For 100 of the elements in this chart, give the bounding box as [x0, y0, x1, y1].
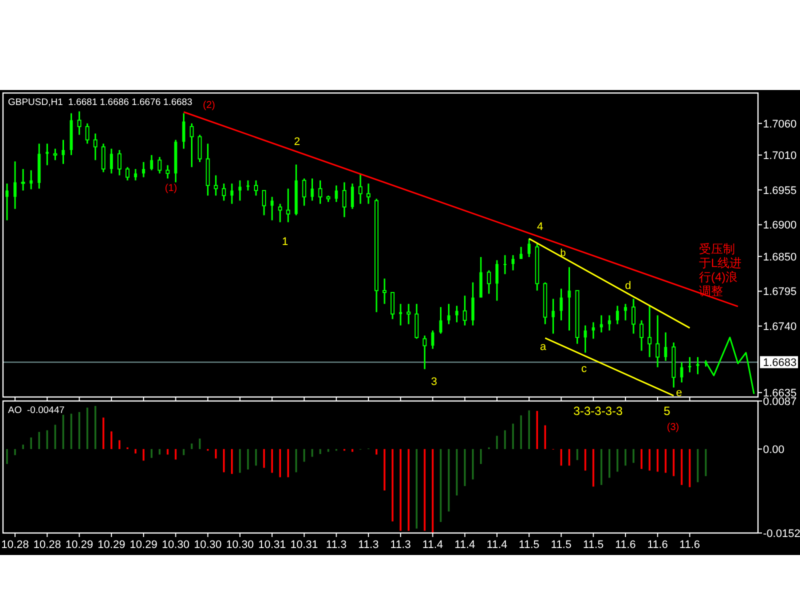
x-tick-label: 10.29 — [66, 539, 94, 551]
y-tick-label: 1.6955 — [763, 184, 797, 197]
candlestick — [46, 142, 49, 166]
x-tick-label: 11.5 — [518, 539, 540, 551]
candlestick — [455, 305, 458, 324]
x-tick-label: 10.31 — [258, 539, 286, 551]
annotation: b — [560, 248, 566, 259]
candlestick — [158, 156, 162, 174]
candlestick — [520, 246, 523, 260]
y-tick-label: 1.7010 — [763, 150, 797, 162]
candlestick — [93, 132, 98, 161]
candlestick — [270, 196, 274, 222]
candlestick — [21, 168, 26, 192]
candlestick — [342, 182, 346, 218]
candlestick — [262, 190, 266, 216]
candlestick — [150, 154, 154, 172]
annotation: 2 — [294, 136, 300, 148]
x-tick-label: 10.30 — [162, 539, 190, 551]
candlestick — [62, 139, 65, 165]
candlestick — [142, 161, 146, 178]
candlestick — [495, 259, 498, 302]
annotation: e — [676, 387, 682, 399]
candlestick — [656, 314, 660, 368]
candlestick — [238, 180, 242, 202]
x-tick-label: 10.28 — [33, 539, 61, 551]
x-tick-label: 10.29 — [130, 539, 158, 551]
candlestick — [422, 334, 427, 370]
candlestick — [6, 182, 9, 222]
candlestick — [198, 134, 202, 163]
candlestick — [431, 330, 434, 350]
annotation: 于L线进 — [699, 256, 742, 270]
x-tick-label: 11.3 — [358, 539, 379, 551]
candlestick — [439, 306, 442, 334]
annotation: 受压制 — [699, 242, 735, 256]
annotation: (2) — [202, 100, 216, 111]
text: AO -0.00447 — [8, 405, 65, 416]
x-tick-label: 10.28 — [1, 539, 29, 551]
y-tick-label: 1.6740 — [763, 321, 797, 334]
candlestick — [503, 254, 506, 275]
candlestick — [302, 178, 306, 206]
candlestick — [406, 303, 411, 325]
candlestick — [14, 160, 17, 210]
candlestick — [117, 149, 122, 176]
annotation: 1 — [282, 236, 288, 248]
candlestick — [552, 298, 555, 334]
x-tick-label: 11.6 — [615, 539, 636, 551]
candlestick — [214, 174, 218, 196]
x-tick-label: 10.30 — [194, 539, 222, 551]
x-tick-label: 11.4 — [422, 539, 444, 551]
candlestick — [254, 180, 258, 196]
x-tick-label: 11.5 — [550, 539, 572, 551]
x-tick-label: 10.29 — [98, 539, 126, 551]
candlestick — [399, 303, 402, 326]
candlestick — [632, 298, 636, 334]
y-tick-label: 1.6795 — [763, 286, 797, 298]
candlestick — [125, 166, 130, 182]
candlestick — [222, 182, 226, 202]
candlestick — [318, 180, 322, 205]
candlestick — [584, 324, 587, 354]
candlestick — [166, 164, 170, 180]
candlestick — [30, 170, 33, 190]
x-tick-label: 11.3 — [390, 539, 411, 551]
candlestick — [447, 303, 450, 325]
annotation: (3) — [666, 422, 680, 433]
annotation: 5 — [664, 404, 671, 418]
candlestick — [230, 182, 234, 205]
candlestick — [512, 254, 515, 272]
candlestick — [624, 303, 627, 322]
candlestick — [53, 148, 58, 161]
y-tick-label: -0.0152 — [763, 528, 800, 540]
annotation: 行(4)浪 — [699, 270, 738, 284]
annotation: d — [624, 280, 632, 292]
x-tick-label: 11.6 — [679, 539, 700, 551]
candlestick — [471, 282, 474, 326]
annotation: c — [581, 363, 588, 375]
candlestick — [350, 182, 354, 210]
annotation: 3-3-3-3-3 — [573, 404, 623, 418]
x-tick-label: 11.3 — [326, 539, 347, 551]
candlestick — [110, 148, 113, 174]
candlestick — [680, 361, 684, 384]
candlestick — [382, 278, 387, 305]
annotation: (1) — [164, 183, 178, 194]
candlestick — [278, 203, 282, 223]
annotation: 4 — [536, 221, 544, 233]
x-tick-label: 10.30 — [226, 539, 254, 551]
candlestick — [286, 188, 290, 223]
candlestick — [134, 168, 138, 182]
candlestick — [528, 238, 531, 258]
candlestick — [616, 305, 619, 325]
candlestick — [358, 172, 362, 205]
x-tick-label: 11.5 — [583, 539, 604, 551]
candlestick — [648, 305, 652, 358]
y-tick-label: 1.6900 — [763, 220, 797, 232]
candlestick — [462, 294, 467, 326]
candlestick — [414, 303, 419, 340]
candlestick — [101, 142, 106, 173]
ref-line-label: 1.6683 — [763, 357, 797, 370]
y-tick-label: 1.6850 — [763, 251, 797, 264]
candlestick — [486, 270, 491, 295]
annotation: a — [540, 341, 547, 353]
